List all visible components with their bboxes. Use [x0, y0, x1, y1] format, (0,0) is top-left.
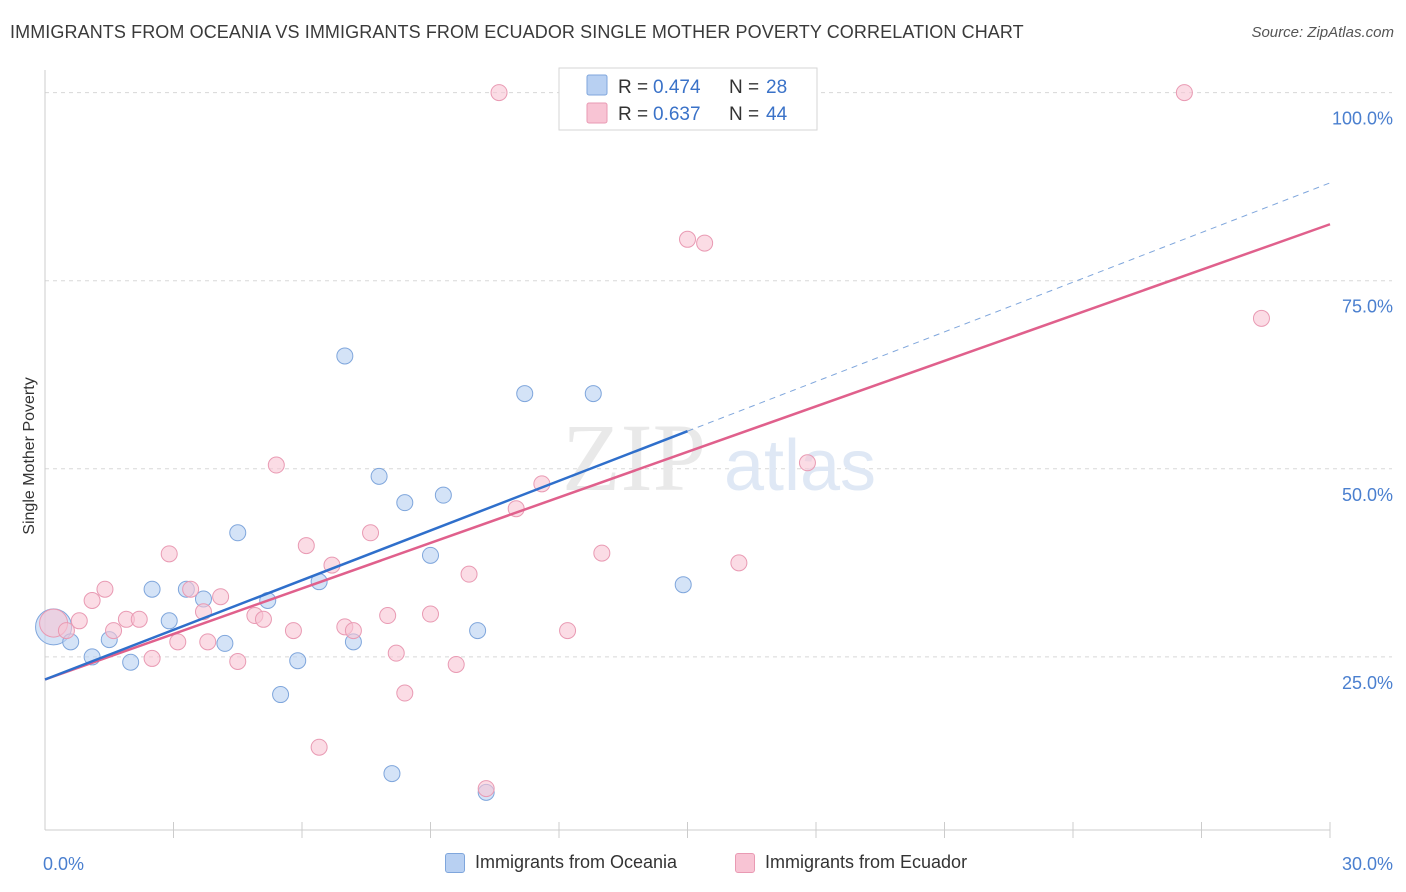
- bottom-legend-ecuador: Immigrants from Ecuador: [735, 852, 967, 873]
- legend-n-value-oceania: 28: [766, 77, 787, 98]
- oceania-point: [469, 622, 487, 640]
- oceania-point: [229, 524, 247, 542]
- ecuador-point: [696, 234, 714, 252]
- watermark: ZIP atlas: [562, 404, 876, 511]
- legend-r-value-ecuador: 0.637: [653, 104, 701, 125]
- ecuador-point: [160, 545, 178, 563]
- trend-layer: [44, 182, 1331, 681]
- ecuador-point: [477, 780, 495, 798]
- ecuador-point: [169, 633, 187, 651]
- source-credit: Source: ZipAtlas.com: [1251, 24, 1394, 41]
- bottom-legend-swatch-oceania: [445, 852, 465, 873]
- x-tick-label: 0.0%: [43, 854, 84, 874]
- ecuador-point: [182, 580, 200, 598]
- ecuador-point: [447, 655, 465, 673]
- ecuador-point: [254, 610, 272, 628]
- ecuador-point: [1175, 84, 1193, 102]
- ecuador-point: [679, 230, 696, 248]
- ecuador-point: [105, 622, 123, 640]
- ecuador-point: [559, 622, 577, 640]
- oceania-point: [396, 494, 414, 512]
- ecuador-point: [362, 524, 380, 542]
- ecuador-point: [57, 622, 75, 640]
- ecuador-point: [1252, 309, 1270, 327]
- chart-title: IMMIGRANTS FROM OCEANIA VS IMMIGRANTS FR…: [10, 22, 1024, 42]
- y-tick-label: 50.0%: [1342, 485, 1393, 505]
- oceania-point: [674, 576, 692, 594]
- oceania-point: [584, 385, 602, 403]
- y-tick-label: 100.0%: [1332, 109, 1393, 129]
- grid-layer: [45, 92, 1392, 658]
- bottom-legend-oceania: Immigrants from Oceania: [445, 852, 677, 873]
- ecuador-point: [730, 554, 748, 572]
- oceania-point: [336, 347, 354, 365]
- ecuador-point: [422, 605, 439, 623]
- ecuador-point: [593, 544, 611, 562]
- legend-box: R = 0.474 N = 28 R = 0.637 N = 44: [558, 67, 818, 131]
- tick-label-layer: 25.0% 50.0% 75.0% 100.0% 0.0% 30.0%: [43, 109, 1393, 874]
- legend-swatch-oceania: [586, 74, 608, 96]
- oceania-trend-extension: [687, 182, 1331, 432]
- oceania-point: [272, 686, 290, 704]
- oceania-point: [160, 612, 178, 630]
- ecuador-point: [490, 84, 508, 102]
- watermark-zip: ZIP: [562, 404, 706, 511]
- ecuador-point: [396, 684, 414, 702]
- oceania-point: [143, 580, 161, 598]
- legend-swatch-ecuador: [586, 102, 608, 124]
- y-axis-label: Single Mother Poverty: [21, 377, 38, 534]
- oceania-point: [216, 634, 234, 652]
- points-layer: [35, 84, 1270, 801]
- oceania-point: [422, 546, 439, 564]
- axis-layer: [44, 70, 1331, 838]
- ecuador-point: [96, 580, 114, 598]
- ecuador-point: [387, 644, 405, 662]
- bottom-legend-label-ecuador: Immigrants from Ecuador: [765, 852, 968, 872]
- ecuador-point: [379, 607, 397, 625]
- ecuador-point: [143, 649, 161, 667]
- ecuador-point: [70, 612, 88, 630]
- bottom-legend-swatch-ecuador: [735, 852, 755, 873]
- legend-r-value-oceania: 0.474: [653, 77, 701, 98]
- y-tick-label: 25.0%: [1342, 673, 1393, 693]
- ecuador-trend-line: [44, 223, 1331, 681]
- ecuador-point: [229, 652, 247, 670]
- oceania-point: [383, 765, 401, 783]
- legend-n-value-ecuador: 44: [766, 104, 788, 125]
- oceania-point: [434, 486, 452, 504]
- ecuador-point: [130, 610, 148, 628]
- ecuador-point: [199, 633, 217, 651]
- bottom-legend: Immigrants from Oceania Immigrants from …: [0, 852, 1406, 878]
- legend-n-label-oceania: N =: [729, 77, 759, 98]
- x-tick-label: 30.0%: [1342, 854, 1393, 874]
- oceania-point: [122, 653, 140, 671]
- oceania-trend-line: [44, 430, 688, 681]
- ecuador-point: [460, 565, 478, 583]
- ecuador-point: [212, 588, 230, 606]
- legend-n-label-ecuador: N =: [729, 104, 759, 125]
- bottom-legend-label-oceania: Immigrants from Oceania: [475, 852, 678, 872]
- y-tick-label: 75.0%: [1342, 297, 1393, 317]
- legend-r-label-oceania: R =: [618, 77, 648, 98]
- ecuador-point: [310, 738, 328, 756]
- ecuador-point: [284, 622, 302, 640]
- ecuador-point: [344, 622, 362, 640]
- oceania-point: [289, 652, 307, 670]
- oceania-point: [370, 467, 388, 485]
- ecuador-point: [83, 591, 101, 609]
- ecuador-point: [267, 456, 285, 474]
- ecuador-point: [798, 454, 816, 472]
- legend-r-label-ecuador: R =: [618, 104, 648, 125]
- ecuador-point: [297, 537, 315, 555]
- oceania-point: [516, 385, 534, 403]
